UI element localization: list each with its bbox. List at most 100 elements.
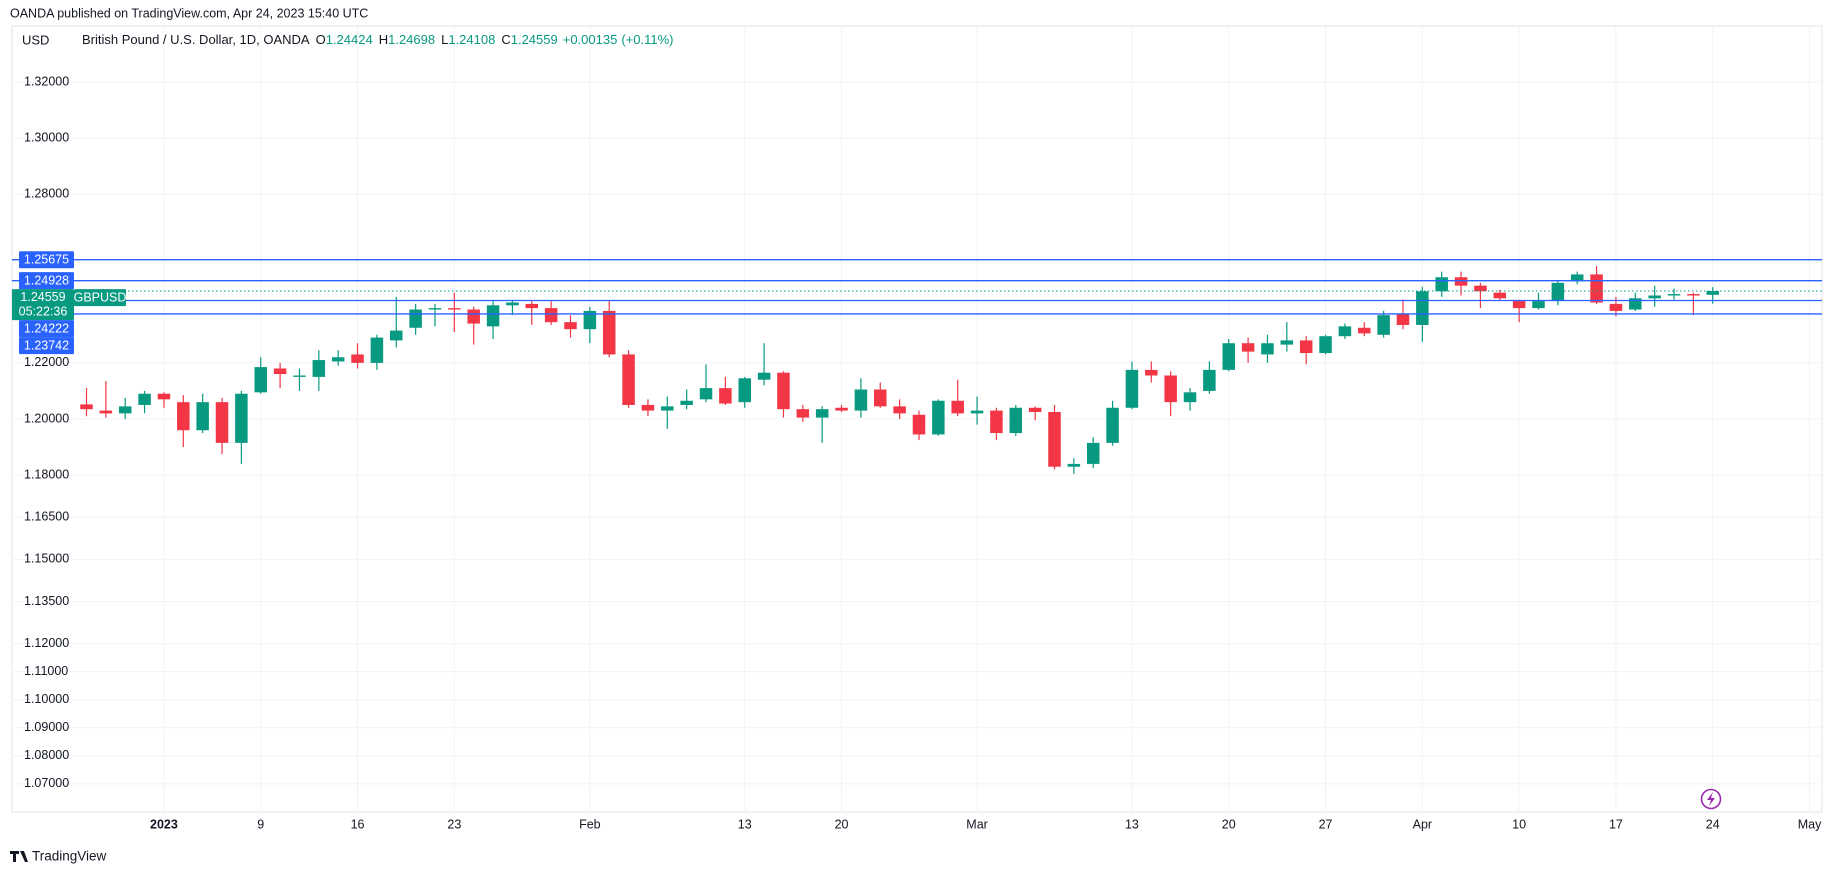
overlays: 1.32000 1.30000 1.28000 1.22000 1.20000 1.180… <box>12 74 1822 831</box>
ohlc-value: 1.24698 <box>388 32 435 47</box>
currency: USD <box>22 32 49 47</box>
y-tick-label: 1.09000 <box>24 720 69 734</box>
candle-body <box>1667 294 1681 296</box>
x-tick-label: 24 <box>1706 817 1720 831</box>
candle-body <box>235 393 248 443</box>
candle-body <box>1299 340 1313 354</box>
candle-body <box>1454 277 1468 286</box>
candle-body <box>1241 343 1255 352</box>
candle-body <box>215 402 229 443</box>
candle-body <box>138 393 151 405</box>
level-label-box <box>19 320 74 338</box>
candle-body <box>486 305 500 327</box>
candle-body <box>583 310 597 330</box>
candle-body <box>1590 274 1603 303</box>
candle-body <box>99 410 113 414</box>
candle-body <box>428 308 442 310</box>
candle-body <box>1125 369 1139 408</box>
candle-body <box>118 406 132 414</box>
candle-body <box>1687 294 1700 296</box>
level-label-box <box>19 251 74 269</box>
level-label-box <box>19 337 74 355</box>
candle-body <box>680 400 693 405</box>
candle-body <box>254 367 267 393</box>
y-tick-label: 1.18000 <box>24 467 69 481</box>
grid <box>12 26 1822 812</box>
x-tick-label: Mar <box>966 817 988 831</box>
candle-body <box>719 388 732 404</box>
x-tick-label: May <box>1798 817 1822 831</box>
candle-body <box>815 409 829 418</box>
candle-body <box>1261 343 1274 355</box>
candle-body <box>622 354 635 405</box>
candle-body <box>893 406 906 414</box>
candle-body <box>1474 285 1487 292</box>
candle-body <box>273 368 287 375</box>
footer-logo <box>10 851 28 862</box>
ohlc-label: L <box>441 32 448 47</box>
candle-body <box>1048 411 1061 467</box>
candle-body <box>1435 277 1448 292</box>
y-tick-label: 1.20000 <box>24 411 69 425</box>
y-tick-label: 1.08000 <box>24 748 69 762</box>
candle-body <box>932 400 945 435</box>
y-tick-label: 1.30000 <box>24 131 69 145</box>
legend: British Pound / U.S. Dollar, 1D, OANDA O 1… <box>82 32 673 47</box>
candle-body <box>951 400 964 414</box>
candle-body <box>1706 291 1719 295</box>
candle-body <box>1648 295 1661 299</box>
x-tick-label: 13 <box>1125 817 1139 831</box>
y-tick-label: 1.13500 <box>24 594 69 608</box>
ohlc-label: O <box>316 32 326 47</box>
candle-body <box>990 410 1003 434</box>
candle-body <box>854 389 868 411</box>
candle-body <box>1319 336 1332 354</box>
publisher: OANDA published on TradingView.com, Apr … <box>10 6 368 20</box>
level-label-box <box>19 272 74 290</box>
candle-body <box>1377 315 1390 335</box>
x-tick-label: 16 <box>351 817 365 831</box>
candle-body <box>331 357 345 362</box>
y-tick-label: 1.10000 <box>24 692 69 706</box>
y-tick-label: 1.16500 <box>24 510 69 524</box>
candle-body <box>1067 463 1081 467</box>
level-label: 1.23742 <box>24 338 69 352</box>
candle-body <box>1629 298 1642 310</box>
candle-body <box>177 402 190 431</box>
flash-bolt[interactable] <box>1707 792 1715 806</box>
change: +0.00135 <box>563 32 618 47</box>
candle-body <box>796 409 810 418</box>
flash-icon[interactable] <box>1700 788 1722 810</box>
ohlc-value: 1.24108 <box>448 32 495 47</box>
candle-body <box>1009 407 1023 434</box>
instrument: British Pound / U.S. Dollar, 1D, OANDA <box>82 32 310 47</box>
candle-body <box>699 388 713 400</box>
y-tick-label: 1.07000 <box>24 776 69 790</box>
candle-body <box>564 322 577 330</box>
level-label: 1.25675 <box>24 252 69 266</box>
ohlc-label: C <box>501 32 510 47</box>
candle-body <box>351 354 364 363</box>
candle-body <box>506 302 519 306</box>
x-tick-label: 17 <box>1609 817 1623 831</box>
candle-body <box>312 360 326 377</box>
candle-body <box>970 410 984 414</box>
candle-body <box>525 303 539 309</box>
x-tick-label: 10 <box>1512 817 1526 831</box>
candle-body <box>641 404 655 411</box>
candle-body <box>1222 343 1235 370</box>
candle-body <box>602 310 616 355</box>
countdown: 05:22:36 <box>19 304 68 318</box>
ohlc-value: 1.24559 <box>511 32 558 47</box>
candle-body <box>874 389 887 407</box>
candle-body <box>448 308 461 310</box>
x-tick-label: 20 <box>1222 817 1236 831</box>
y-tick-label: 1.11000 <box>24 664 68 678</box>
x-tick-label: 23 <box>447 817 461 831</box>
candle-body <box>1145 369 1158 376</box>
footer-brand: TradingView <box>32 849 107 864</box>
candle-body <box>757 372 771 380</box>
candle-body <box>738 378 751 403</box>
